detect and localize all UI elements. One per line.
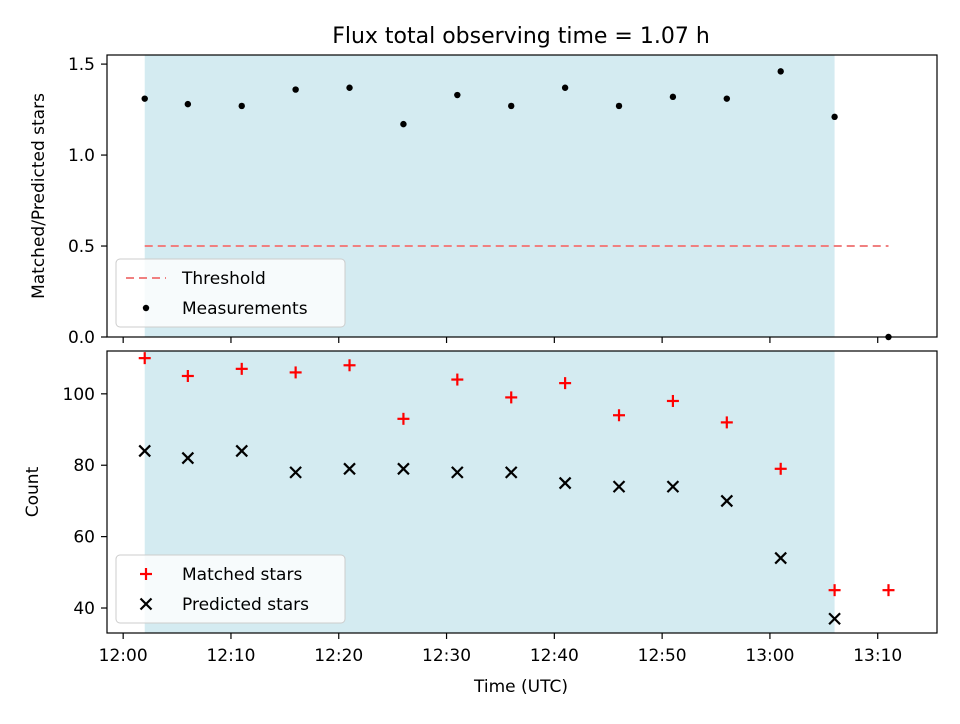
y-tick-label: 1.5 — [68, 55, 95, 75]
measurement-point — [346, 84, 353, 91]
predicted-star-stroke-b — [235, 444, 249, 458]
matched-star-point — [828, 584, 841, 597]
predicted-star-point — [235, 444, 249, 458]
predicted-star-point — [289, 466, 302, 479]
predicted-star-stroke-b — [612, 480, 626, 493]
predicted-star-point — [181, 451, 195, 465]
predicted-star-point — [774, 551, 787, 565]
top-panel: 0.0 0.5 1.0 1.5 Matched/Predicted stars Thres… — [29, 54, 938, 348]
plot-frame — [106, 350, 938, 634]
predicted-star-point — [828, 612, 841, 625]
predicted-star-stroke-b — [181, 451, 195, 465]
x-tick-label: 12:10 — [206, 646, 255, 666]
y-tick-label: 0.0 — [68, 328, 95, 348]
legend-box — [115, 554, 346, 624]
predicted-star-point — [720, 494, 734, 508]
legend-measurement-swatch — [142, 304, 150, 312]
matched-star-point — [138, 352, 151, 365]
predicted-star-stroke-b — [504, 466, 518, 479]
measurement-point — [615, 102, 623, 110]
measurement-point — [454, 91, 461, 99]
matched-star-point — [720, 416, 733, 429]
measurement-point — [508, 102, 515, 110]
y-tick-label: 1.0 — [68, 146, 95, 166]
legend-label: Matched stars — [182, 565, 302, 585]
predicted-star-stroke-b — [451, 466, 464, 479]
matched-star-point — [666, 394, 679, 407]
predicted-star-point — [451, 466, 464, 479]
measurement-point — [669, 93, 677, 101]
measurement-point — [292, 86, 299, 93]
y-axis-label: Count — [23, 466, 43, 517]
legend-box — [115, 258, 346, 328]
matched-star-point — [505, 391, 518, 404]
predicted-star-point — [612, 480, 626, 493]
legend-label: Measurements — [182, 299, 308, 319]
legend: Matched stars Predicted stars — [115, 554, 346, 624]
predicted-star-point — [558, 476, 572, 490]
measurement-point — [561, 84, 569, 91]
predicted-star-stroke-b — [343, 462, 356, 476]
legend-label: Predicted stars — [182, 595, 309, 615]
matched-star-point — [343, 359, 356, 372]
y-tick-label: 60 — [73, 528, 95, 548]
x-tick-label: 13:00 — [745, 646, 794, 666]
measurement-point — [723, 95, 731, 102]
x-tick-label: 13:10 — [853, 646, 902, 666]
x-axis-label: Time (UTC) — [473, 677, 568, 697]
x-tick-label: 12:20 — [314, 646, 363, 666]
predicted-star-stroke-b — [289, 466, 302, 479]
measurement-point — [184, 100, 192, 108]
predicted-star-stroke-b — [666, 480, 680, 493]
x-tick-label: 12:50 — [638, 646, 687, 666]
measurement-point — [831, 113, 838, 121]
predicted-star-point — [504, 466, 518, 479]
predicted-star-point — [343, 462, 356, 476]
matched-star-point — [613, 409, 626, 422]
predicted-star-stroke-b — [138, 444, 152, 458]
measurement-point — [238, 102, 245, 110]
y-axis-label: Matched/Predicted stars — [29, 93, 49, 299]
predicted-star-stroke-b — [774, 551, 787, 565]
predicted-star-point — [138, 444, 152, 458]
matched-star-point — [559, 377, 572, 390]
matched-star-point — [397, 412, 410, 425]
matched-star-point — [181, 369, 194, 382]
predicted-star-point — [666, 480, 680, 493]
matched-star-point — [882, 584, 895, 597]
matched-star-point — [235, 362, 248, 375]
chart-title: Flux total observing time = 1.07 h — [332, 24, 710, 49]
legend-label: Threshold — [181, 269, 266, 289]
measurement-point — [141, 95, 148, 102]
plot-frame — [106, 54, 938, 338]
predicted-star-stroke-b — [397, 462, 410, 476]
y-tick-label: 100 — [63, 385, 95, 405]
legend: Threshold Measurements — [115, 258, 346, 328]
predicted-star-point — [397, 462, 410, 476]
measurement-point — [400, 120, 407, 128]
measurement-point — [777, 68, 784, 75]
x-tick-label: 12:30 — [422, 646, 471, 666]
x-tick-label: 12:40 — [530, 646, 579, 666]
matched-star-point — [451, 373, 464, 386]
matched-star-point — [289, 366, 302, 379]
predicted-star-stroke-b — [720, 494, 734, 508]
matched-star-point — [774, 462, 787, 475]
predicted-star-stroke-b — [558, 476, 572, 490]
y-tick-label: 40 — [73, 599, 95, 619]
legend-predicted-swatch-b — [139, 597, 153, 611]
predicted-star-stroke-b — [828, 612, 841, 625]
bottom-panel: 40 60 80 100 12:00 12:10 12:20 12:30 12:40 12:50 1… — [23, 350, 938, 666]
y-tick-label: 80 — [73, 456, 95, 476]
y-tick-label: 0.5 — [68, 237, 95, 257]
x-tick-label: 12:00 — [99, 646, 148, 666]
